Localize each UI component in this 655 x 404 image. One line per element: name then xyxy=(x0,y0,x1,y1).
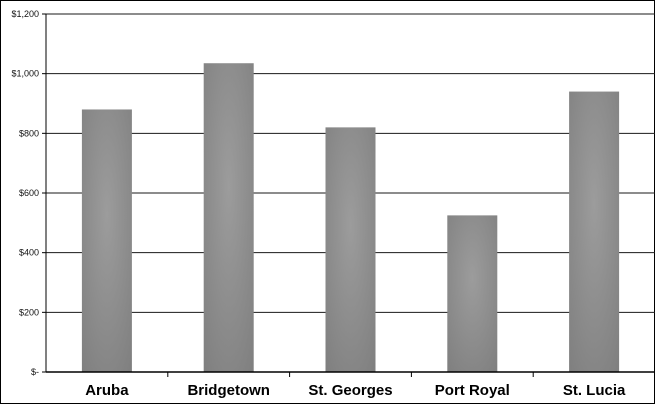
y-tick-label: $800 xyxy=(19,128,39,138)
y-tick-label: $1,000 xyxy=(11,69,39,79)
x-tick-label: Port Royal xyxy=(435,382,510,399)
x-tick-labels: Aruba Bridgetown St. Georges Port Royal St. … xyxy=(85,382,626,399)
x-tick-label: St. Lucia xyxy=(563,382,626,399)
bar xyxy=(203,63,254,372)
x-tick-label: Bridgetown xyxy=(187,382,270,399)
bar xyxy=(569,91,620,373)
bar xyxy=(325,127,376,372)
bars xyxy=(81,63,620,373)
y-tick-label: $1,200 xyxy=(11,9,39,19)
x-tick-label: Aruba xyxy=(85,382,129,399)
axes xyxy=(42,13,655,377)
y-tick-label: $400 xyxy=(19,248,39,258)
bar xyxy=(81,109,132,372)
bar xyxy=(447,215,498,372)
y-tick-label: $- xyxy=(31,367,39,377)
y-tick-label: $200 xyxy=(19,307,39,317)
x-tick-label: St. Georges xyxy=(308,382,392,399)
y-tick-label: $600 xyxy=(19,188,39,198)
grid-lines xyxy=(46,13,655,313)
y-tick-labels: $- $200 $400 $600 $800 $1,000 $1,200 xyxy=(11,9,39,377)
